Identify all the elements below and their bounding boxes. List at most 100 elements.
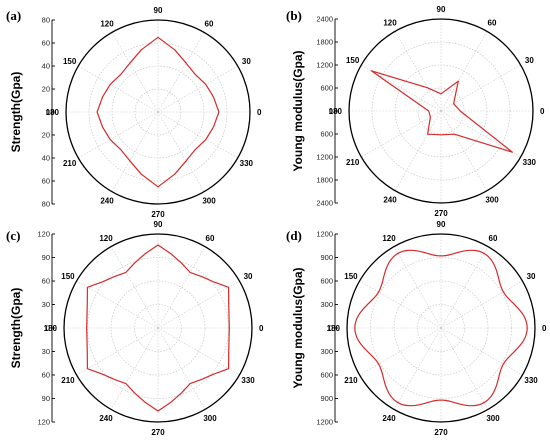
grid-ring	[134, 304, 182, 352]
grid-ring	[417, 304, 465, 352]
angle-label: 30	[527, 272, 536, 281]
angle-label: 270	[434, 209, 448, 218]
grid-spoke	[110, 327, 159, 410]
angle-label: 90	[154, 6, 163, 15]
polar-chart-2: (b)Young modulus(Gpa)2400180012006000600…	[286, 5, 545, 218]
panel-label: (c)	[6, 228, 20, 243]
radial-tick-label: 900	[320, 253, 333, 262]
radial-tick-label: 120	[37, 418, 50, 427]
grid-spoke	[440, 246, 489, 329]
grid-spoke	[359, 280, 442, 329]
radial-tick-label: 600	[320, 130, 333, 139]
grid-spoke	[110, 246, 159, 329]
panel-label: (b)	[286, 8, 302, 23]
radial-tick-label: 600	[320, 277, 333, 286]
angle-label: 300	[202, 196, 216, 205]
radial-tick-label: 600	[320, 84, 333, 93]
radial-tick-label: 2400	[316, 15, 333, 24]
grid-spoke	[440, 327, 489, 410]
radial-tick-label: 40	[42, 154, 50, 163]
angle-label: 0	[542, 324, 547, 333]
panel-label: (d)	[286, 228, 302, 243]
grid-spoke	[157, 111, 238, 159]
radial-tick-label: 60	[42, 39, 50, 48]
grid-spoke	[394, 110, 442, 191]
grid-spoke	[76, 280, 159, 329]
angle-label: 270	[151, 210, 165, 219]
grid-spoke	[157, 327, 240, 376]
outer-circle	[63, 233, 253, 423]
angle-label: 120	[100, 20, 114, 29]
data-series-line	[96, 36, 220, 188]
radial-tick-label: 0	[329, 324, 333, 333]
radial-tick-label: 90	[42, 394, 50, 403]
grid-spoke	[361, 64, 442, 112]
radial-tick-label: 1800	[316, 38, 333, 47]
grid-spoke	[440, 280, 523, 329]
angle-label: 330	[240, 159, 254, 168]
y-axis-label: Young modulus(Gpa)	[291, 50, 305, 171]
angle-label: 300	[203, 414, 217, 423]
radial-tick-label: 60	[42, 371, 50, 380]
angle-label: 0	[540, 107, 545, 116]
radial-tick-label: 0	[329, 107, 333, 116]
y-axis-label: Young modulus(Gpa)	[291, 267, 305, 388]
grid-spoke	[111, 32, 159, 113]
outer-circle	[348, 18, 534, 204]
radial-tick-label: 60	[42, 277, 50, 286]
polar-chart-4: (d)Young modulus(Gpa)1200900600300030060…	[286, 220, 547, 437]
grid-spoke	[394, 31, 442, 112]
grid-spoke	[440, 110, 521, 158]
angle-label: 90	[437, 5, 446, 14]
angle-label: 270	[434, 428, 448, 437]
radial-tick-label: 40	[42, 62, 50, 71]
grid-spoke	[157, 111, 205, 192]
angle-label: 150	[346, 56, 360, 65]
angle-label: 330	[523, 158, 537, 167]
radial-tick-label: 30	[42, 347, 50, 356]
grid-spoke	[157, 280, 240, 329]
angle-label: 90	[154, 220, 163, 229]
radial-tick-label: 0	[46, 108, 50, 117]
radial-tick-label: 120	[37, 230, 50, 239]
outer-circle	[65, 19, 251, 205]
radial-tick-label: 300	[320, 300, 333, 309]
data-series-line	[86, 244, 230, 412]
angle-label: 330	[241, 376, 255, 385]
radial-tick-label: 20	[42, 85, 50, 94]
grid-spoke	[393, 327, 442, 410]
grid-spoke	[440, 31, 488, 112]
angle-label: 60	[206, 234, 215, 243]
grid-spoke	[440, 64, 521, 112]
radial-tick-label: 1200	[316, 153, 333, 162]
grid-spoke	[359, 327, 442, 376]
angle-label: 180	[329, 107, 343, 116]
grid-spoke	[157, 65, 238, 113]
angle-label: 60	[488, 19, 497, 28]
radial-tick-label: 1200	[316, 61, 333, 70]
polar-chart-3: (c)Strength(Gpa)120906030030609012003060…	[6, 220, 264, 437]
radial-tick-label: 60	[42, 177, 50, 186]
grid-ring	[417, 87, 465, 135]
panel-label: (a)	[6, 8, 21, 23]
angle-label: 180	[44, 324, 58, 333]
angle-label: 30	[242, 57, 251, 66]
angle-label: 300	[485, 195, 499, 204]
angle-label: 210	[344, 376, 358, 385]
grid-spoke	[440, 327, 523, 376]
radial-tick-label: 80	[42, 200, 50, 209]
angle-label: 150	[61, 272, 75, 281]
radial-tick-label: 900	[320, 394, 333, 403]
angle-label: 150	[344, 272, 358, 281]
radial-tick-label: 90	[42, 253, 50, 262]
angle-label: 60	[205, 20, 214, 29]
angle-label: 120	[99, 234, 113, 243]
grid-spoke	[76, 327, 159, 376]
angle-label: 270	[151, 428, 165, 437]
angle-label: 330	[524, 376, 538, 385]
angle-label: 30	[525, 56, 534, 65]
radial-tick-label: 80	[42, 16, 50, 25]
data-series-line	[370, 70, 513, 153]
grid-spoke	[440, 110, 488, 191]
grid-ring	[110, 280, 206, 376]
